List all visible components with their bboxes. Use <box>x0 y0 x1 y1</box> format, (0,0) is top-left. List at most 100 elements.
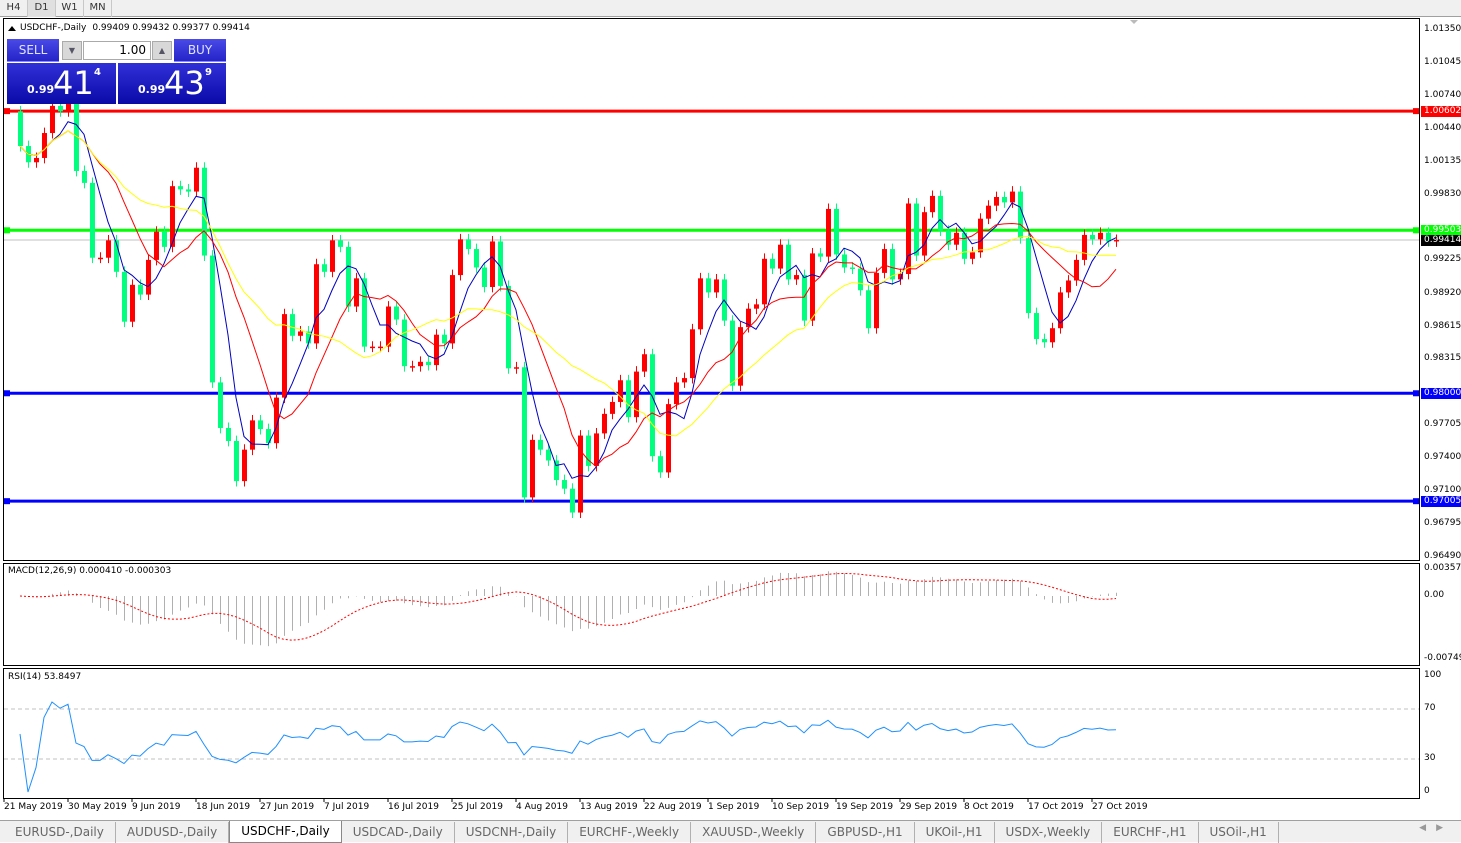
buy-price-box[interactable]: 0.99 43 9 <box>118 63 226 104</box>
candle-body <box>338 240 343 247</box>
candle-body <box>82 170 87 183</box>
date-axis-label: 21 May 2019 <box>4 802 63 812</box>
date-axis-label: 27 Jun 2019 <box>260 802 315 812</box>
timeframe-d1[interactable]: D1 <box>28 0 56 17</box>
candle-body <box>698 278 703 330</box>
candle-body <box>18 111 23 147</box>
candle-body <box>482 267 487 288</box>
candle-body <box>66 100 71 112</box>
level-handle <box>1413 390 1419 397</box>
candle-body <box>298 331 303 336</box>
chart-tab[interactable]: USDCAD-,Daily <box>342 822 455 843</box>
chart-tab[interactable]: USDCHF-,Daily <box>229 821 342 843</box>
date-axis-label: 27 Oct 2019 <box>1092 802 1148 812</box>
candle-body <box>786 244 791 280</box>
candle-body <box>290 314 295 336</box>
rsi-axis-label: 30 <box>1424 753 1436 763</box>
candle-body <box>618 380 623 402</box>
candle-body <box>226 427 231 441</box>
candle-body <box>834 208 839 255</box>
date-axis-label: 7 Jul 2019 <box>324 802 370 812</box>
candle-body <box>74 100 79 171</box>
timeframe-h4[interactable]: H4 <box>0 0 28 17</box>
level-price-tag: 1.00602 <box>1421 106 1461 118</box>
candle-body <box>546 449 551 461</box>
price-axis-label: 0.97705 <box>1424 419 1461 430</box>
lot-increase-button[interactable]: ▲ <box>152 41 172 60</box>
chart-tab[interactable]: EURCHF-,Weekly <box>568 822 692 843</box>
chart-tab[interactable]: USOil-,H1 <box>1199 822 1279 843</box>
candle-body <box>938 195 943 231</box>
sell-price-box[interactable]: 0.99 41 4 <box>7 63 116 104</box>
buy-price-prefix: 0.99 <box>138 83 166 96</box>
price-axis-label: 1.00740 <box>1424 90 1461 101</box>
lot-decrease-button[interactable]: ▼ <box>62 41 82 60</box>
timeframe-toolbar: H4 D1 W1 MN <box>0 0 1461 17</box>
candle-body <box>498 241 503 286</box>
candle-body <box>194 167 199 192</box>
timeframe-w1[interactable]: W1 <box>56 0 84 17</box>
chart-tab[interactable]: XAUUSD-,Weekly <box>691 822 817 843</box>
rsi-axis-label: 100 <box>1424 670 1442 680</box>
candle-body <box>818 253 823 257</box>
chart-tab[interactable]: EURCHF-,H1 <box>1102 822 1199 843</box>
ma-medium-line <box>19 130 1117 468</box>
candle-body <box>58 105 63 112</box>
candle-body <box>322 264 327 272</box>
chart-tab[interactable]: USDCNH-,Daily <box>455 822 569 843</box>
candle-body <box>266 429 271 444</box>
chart-tab[interactable]: UKOil-,H1 <box>915 822 995 843</box>
candle-body <box>930 195 935 213</box>
candle-body <box>754 304 759 309</box>
candle-body <box>850 267 855 269</box>
candle-body <box>378 346 383 349</box>
candle-body <box>1018 191 1023 239</box>
chart-tab[interactable]: USDX-,Weekly <box>995 822 1103 843</box>
candle-body <box>866 290 871 329</box>
chart-tab[interactable]: GBPUSD-,H1 <box>816 822 915 843</box>
timeframe-mn[interactable]: MN <box>84 0 112 17</box>
candle-body <box>762 258 767 305</box>
candle-body <box>994 196 999 206</box>
candle-body <box>602 413 607 434</box>
level-handle <box>4 227 10 234</box>
candle-body <box>562 480 567 489</box>
lot-size-input[interactable]: 1.00 <box>83 41 151 60</box>
candle-body <box>530 439 535 498</box>
date-axis-label: 17 Oct 2019 <box>1028 802 1084 812</box>
candle-body <box>218 382 223 428</box>
date-axis-label: 4 Aug 2019 <box>516 802 568 812</box>
candle-body <box>882 249 887 273</box>
price-axis-label: 0.98615 <box>1424 320 1461 331</box>
tab-scroll-arrows[interactable]: ◀▶ <box>1419 823 1453 833</box>
chart-tab[interactable]: AUDUSD-,Daily <box>116 822 230 843</box>
price-axis-label: 1.00440 <box>1424 122 1461 133</box>
candle-body <box>538 439 543 450</box>
candle-body <box>186 189 191 192</box>
level-handle <box>4 390 10 397</box>
date-axis-label: 29 Sep 2019 <box>900 802 958 812</box>
candle-body <box>514 367 519 369</box>
sell-button[interactable]: SELL <box>7 39 59 62</box>
candle-body <box>274 397 279 444</box>
buy-price-big: 43 <box>164 64 205 102</box>
candle-body <box>1106 232 1111 242</box>
candle-body <box>1082 234 1087 260</box>
price-axis-label: 0.98920 <box>1424 287 1461 298</box>
candle-body <box>330 240 335 272</box>
candle-body <box>234 440 239 482</box>
date-axis-label: 10 Sep 2019 <box>772 802 830 812</box>
candle-body <box>434 334 439 366</box>
level-handle <box>1413 227 1419 234</box>
candle-body <box>354 278 359 307</box>
chart-tab[interactable]: EURUSD-,Daily <box>4 822 116 843</box>
chart-shift-marker <box>1130 20 1138 24</box>
ohlc-readout: 0.99409 0.99432 0.99377 0.99414 <box>92 23 250 33</box>
candle-body <box>650 354 655 457</box>
sell-price-big: 41 <box>53 64 94 102</box>
candle-body <box>570 488 575 513</box>
candle-body <box>770 258 775 269</box>
buy-button[interactable]: BUY <box>174 39 226 62</box>
candle-body <box>1034 313 1039 340</box>
